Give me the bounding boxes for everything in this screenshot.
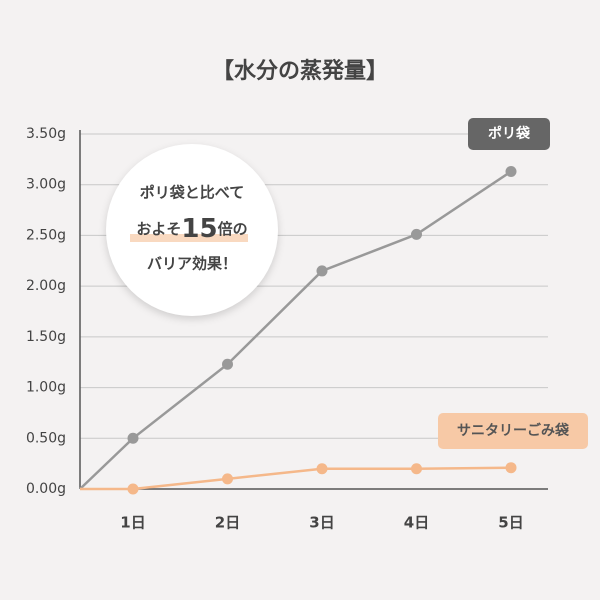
x-tick-label: 3日 bbox=[309, 514, 334, 532]
data-point bbox=[222, 473, 233, 485]
x-tick-label: 4日 bbox=[404, 514, 429, 532]
data-point bbox=[222, 358, 233, 370]
callout-text: およそ15倍の bbox=[136, 214, 247, 244]
y-tick-label: 2.50g bbox=[26, 227, 66, 243]
data-point bbox=[127, 432, 139, 444]
legend-box bbox=[438, 413, 588, 449]
chart-title: 【水分の蒸発量】 bbox=[212, 59, 388, 84]
y-tick-label: 0.50g bbox=[26, 430, 66, 446]
callout-highlight bbox=[130, 234, 248, 242]
x-tick-label: 2日 bbox=[215, 514, 240, 532]
y-tick-label: 0.00g bbox=[26, 481, 66, 497]
data-point bbox=[127, 483, 139, 495]
callout-text: バリア効果！ bbox=[147, 255, 237, 273]
y-tick-label: 1.50g bbox=[26, 329, 66, 345]
legend-box bbox=[468, 118, 550, 150]
data-point bbox=[505, 166, 517, 178]
callout-text-part: およそ bbox=[136, 220, 181, 238]
series-line bbox=[79, 170, 512, 490]
callout bbox=[106, 144, 278, 316]
data-point bbox=[505, 462, 517, 474]
y-tick-label: 1.00g bbox=[26, 380, 66, 396]
callout-circle bbox=[106, 144, 278, 316]
data-point bbox=[316, 463, 328, 475]
data-point bbox=[411, 228, 422, 240]
callout-text-part: 倍の bbox=[218, 220, 248, 238]
legend-label: ポリ袋 bbox=[488, 125, 531, 142]
x-tick-label: 1日 bbox=[120, 514, 145, 532]
data-point bbox=[316, 265, 328, 277]
y-tick-label: 3.50g bbox=[26, 126, 66, 142]
y-tick-label: 3.00g bbox=[26, 177, 66, 193]
callout-text-part: 15 bbox=[181, 214, 217, 244]
callout-text: ポリ袋と比べて bbox=[140, 184, 244, 202]
x-tick-label: 5日 bbox=[498, 514, 523, 532]
y-tick-label: 2.00g bbox=[26, 278, 66, 294]
data-point bbox=[411, 463, 422, 475]
series-line bbox=[80, 466, 512, 491]
legend-label: サニタリーごみ袋 bbox=[457, 422, 570, 439]
